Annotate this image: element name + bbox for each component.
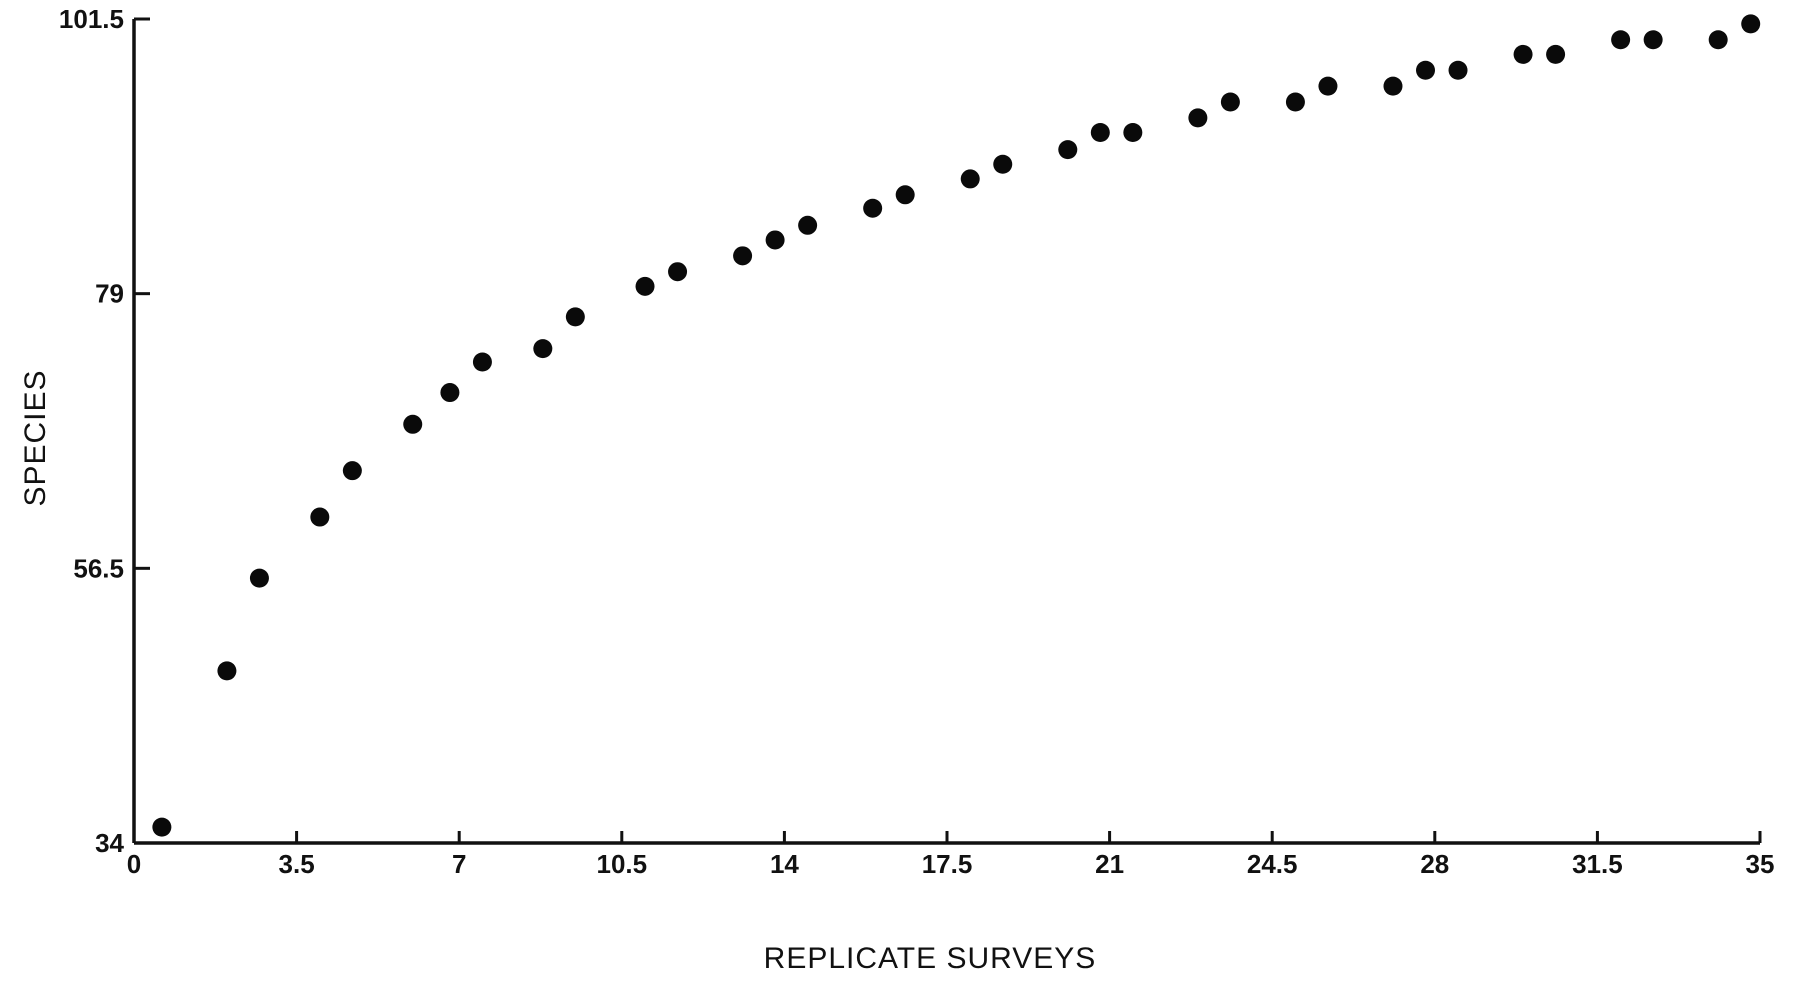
data-point	[1546, 44, 1566, 64]
data-point	[440, 383, 460, 403]
data-point	[1643, 30, 1663, 50]
axes	[132, 19, 1760, 845]
x-tick-label: 14	[770, 849, 799, 879]
data-point	[1741, 14, 1761, 34]
y-tick-label: 79	[95, 279, 124, 309]
data-point	[249, 568, 269, 588]
data-point	[960, 169, 980, 189]
data-point	[895, 185, 915, 205]
data-point	[863, 198, 883, 218]
data-point	[635, 276, 655, 296]
data-points	[152, 14, 1761, 837]
y-axis-ticks: 34 56.5 79 101.5	[59, 4, 150, 858]
y-axis-title: SPECIES	[19, 369, 52, 506]
data-point	[668, 262, 688, 282]
data-point	[1708, 30, 1728, 50]
data-point	[765, 230, 785, 250]
y-tick-label: 56.5	[73, 553, 124, 583]
x-tick-label: 21	[1095, 849, 1124, 879]
data-point	[403, 414, 423, 434]
data-point	[565, 307, 585, 327]
data-point	[1448, 60, 1468, 80]
data-point	[1123, 123, 1143, 143]
y-tick-label: 101.5	[59, 4, 124, 34]
x-tick-label: 24.5	[1247, 849, 1298, 879]
data-point	[1513, 44, 1533, 64]
x-tick-label: 3.5	[279, 849, 315, 879]
x-tick-label: 10.5	[596, 849, 647, 879]
x-axis-ticks: 0 3.5 7 10.5 14 17.5 21 24.5 28 31.5 35	[127, 831, 1775, 879]
x-tick-label: 0	[127, 849, 141, 879]
data-point	[993, 154, 1013, 174]
data-point	[1220, 92, 1240, 112]
data-point	[733, 246, 753, 266]
data-point	[1058, 140, 1078, 160]
data-point	[1188, 108, 1208, 128]
data-point	[1318, 76, 1338, 96]
x-tick-label: 17.5	[922, 849, 973, 879]
data-point	[1416, 60, 1436, 80]
data-point	[533, 339, 553, 359]
data-point	[152, 817, 172, 837]
data-point	[1383, 76, 1403, 96]
x-tick-label: 28	[1420, 849, 1449, 879]
data-point	[472, 352, 492, 372]
x-tick-label: 31.5	[1572, 849, 1623, 879]
x-tick-label: 35	[1746, 849, 1775, 879]
data-point	[310, 507, 330, 527]
data-point	[1090, 123, 1110, 143]
data-point	[1611, 30, 1631, 50]
y-tick-label: 34	[95, 828, 124, 858]
x-axis-title: REPLICATE SURVEYS	[764, 942, 1097, 975]
data-point	[342, 461, 362, 481]
x-tick-label: 7	[452, 849, 466, 879]
data-point	[798, 215, 818, 235]
data-point	[1285, 92, 1305, 112]
data-point	[217, 661, 237, 681]
